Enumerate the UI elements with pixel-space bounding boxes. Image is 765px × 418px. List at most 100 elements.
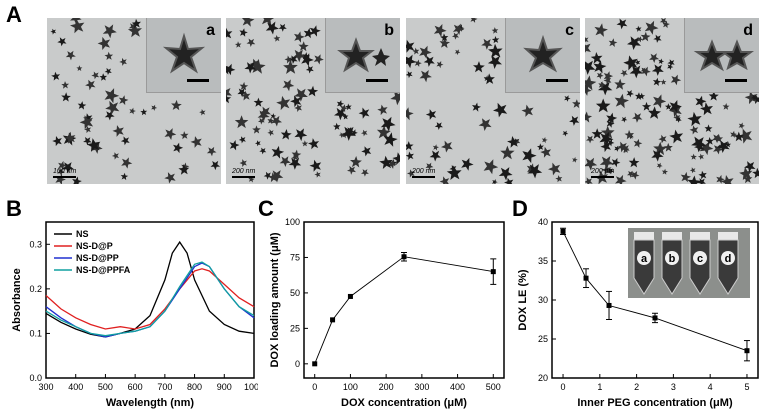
tem-field-d (585, 18, 759, 184)
nanostar-particle (614, 145, 621, 152)
inset-letter-d: d (743, 22, 753, 39)
nanostar-particle (99, 73, 108, 81)
nanostar-particle (498, 167, 513, 181)
nanostar-particle (603, 71, 614, 81)
nanostar-particle (131, 18, 141, 29)
nanostar-particle (376, 125, 391, 139)
tem-image-b: b 200 nm (226, 18, 400, 184)
nanostar-particle (164, 172, 176, 184)
nanostar-particle (102, 24, 117, 39)
nanostar-particle (338, 132, 345, 138)
tem-image-a: a 100 nm (47, 18, 221, 184)
nanostar-particle (658, 134, 667, 144)
nanostar-particle (334, 107, 347, 121)
nanostar-particle (742, 174, 753, 184)
nanostar-particle (689, 125, 699, 135)
nanostar-particle (585, 111, 593, 123)
nanostar-particle (478, 118, 492, 131)
series-line (45, 240, 255, 338)
y-tick-label: 0.2 (29, 284, 42, 294)
nanostar-particle (239, 28, 248, 37)
nanostar-particle (569, 115, 580, 126)
nanostar-particle (733, 131, 744, 142)
tube-label: b (669, 253, 676, 265)
nanostar-particle (333, 122, 341, 131)
nanostar-particle (620, 69, 628, 77)
nanostar-particle (164, 128, 177, 140)
nanostar-particle (712, 133, 722, 144)
tube-cap (662, 232, 682, 240)
nanostar-particle (641, 66, 651, 77)
nanostar-particle (226, 65, 231, 75)
nanostar-particle (739, 166, 753, 181)
nanostar-particle (341, 126, 357, 141)
nanostar-particle (61, 162, 74, 174)
nanostar-particle (667, 59, 675, 67)
nanostar-particle (504, 177, 514, 184)
nanostar-particle (429, 150, 441, 162)
legend-label: NS-D@P (76, 241, 113, 251)
nanostar-particle (441, 140, 453, 153)
nanostar-particle (656, 162, 663, 169)
tube-label-bg (693, 251, 707, 265)
y-tick-label: 0 (295, 359, 300, 369)
nanostar-particle (439, 37, 450, 49)
nanostar-particle (555, 175, 563, 183)
panel-label-b: B (6, 196, 22, 221)
nanostar-particle (689, 167, 696, 174)
data-point (490, 269, 496, 275)
nanostar-particle (621, 116, 628, 123)
nanostar-particle (226, 88, 232, 98)
nanostar-particle (601, 164, 612, 176)
nanostar-particle (598, 81, 606, 89)
nanostar-particle (379, 155, 393, 169)
x-tick-label: 200 (379, 382, 394, 392)
nanostar-particle (744, 90, 758, 105)
nanostar-particle (419, 45, 432, 59)
nanostar-particle (271, 115, 282, 127)
nanostar-particle (361, 146, 372, 157)
nanostar-particle (70, 18, 85, 34)
nanostar-particle (336, 100, 345, 108)
nanostar-particle (614, 93, 629, 109)
inset-particle-c (523, 34, 563, 73)
y-axis-label: Absorbance (11, 268, 23, 332)
nanostar-particle (241, 18, 255, 27)
y-tick-label: 40 (538, 217, 548, 227)
data-point (606, 302, 612, 308)
nanostar-particle (628, 157, 640, 168)
nanostar-particle (585, 177, 593, 184)
nanostar-particle (127, 23, 142, 38)
nanostar-particle (616, 141, 628, 153)
nanostar-particle (129, 107, 136, 115)
nanostar-particle (303, 28, 314, 39)
nanostar-particle (600, 125, 615, 139)
nanostar-particle (350, 156, 362, 168)
nanostar-particle (83, 137, 92, 146)
nanostar-particle (626, 89, 634, 98)
nanostar-particle (57, 168, 65, 176)
data-point (347, 293, 353, 299)
nanostar-particle (64, 132, 76, 144)
nanostar-particle (268, 172, 278, 183)
inset-letter-c: c (565, 22, 574, 39)
x-tick-label: 500 (98, 382, 113, 392)
nanostar-particle (259, 106, 271, 118)
nanostar-particle (226, 63, 236, 76)
scale-label-a: 100 nm (53, 168, 77, 178)
nanostar-particle (57, 37, 67, 47)
y-tick-label: 35 (538, 256, 548, 266)
nanostar-particle (513, 138, 521, 146)
nanostar-particle (537, 143, 544, 151)
nanostar-particle (695, 95, 707, 108)
tube-label-bg (637, 251, 651, 265)
x-axis-label: DOX concentration (μM) (341, 397, 467, 409)
nanostar-particle (522, 148, 537, 164)
nanostar-particle (342, 113, 349, 120)
nanostar-particle (433, 24, 447, 37)
nanostar-particle (425, 162, 434, 171)
nanostar-particle (488, 43, 503, 58)
nanostar-particle (229, 140, 240, 151)
inset-scale-bar-c (546, 79, 568, 82)
nanostar-particle (596, 72, 604, 80)
